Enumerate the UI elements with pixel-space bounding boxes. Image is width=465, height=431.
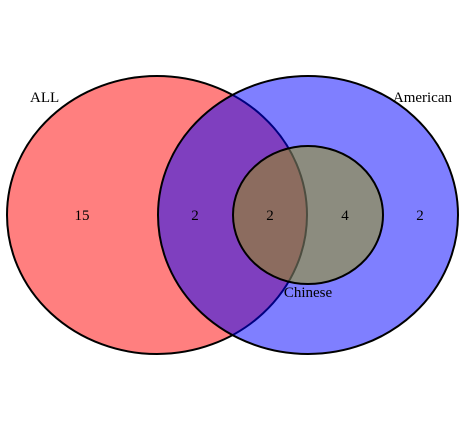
- set-chinese-ellipse: [232, 145, 384, 285]
- set-label-american: American: [393, 90, 453, 106]
- set-label-chinese: Chinese: [284, 285, 333, 301]
- region-count-all-only: 15: [75, 208, 90, 224]
- region-count-american-only: 2: [416, 208, 424, 224]
- region-count-all-american-chinese: 2: [266, 208, 274, 224]
- set-label-all: ALL: [30, 90, 59, 106]
- region-count-american-and-chinese: 4: [341, 208, 349, 224]
- region-count-all-and-american: 2: [191, 208, 199, 224]
